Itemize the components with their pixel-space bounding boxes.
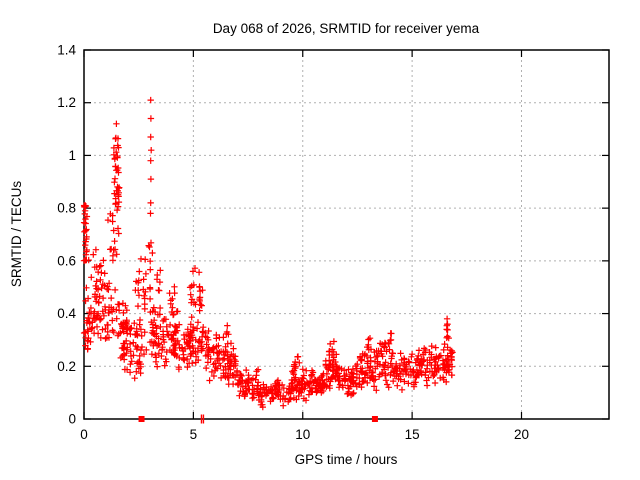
y-axis-label: SRMTID / TECUs <box>9 181 24 288</box>
y-tick-label-1.4: 1.4 <box>57 43 76 58</box>
y-tick-label-0.2: 0.2 <box>57 359 76 374</box>
y-tick-label-0.6: 0.6 <box>57 253 76 268</box>
plot-border <box>83 49 610 420</box>
scatter-plus-markers <box>80 96 456 411</box>
x-tick-label-5: 5 <box>190 427 198 442</box>
axis-square-marker <box>138 416 145 422</box>
y-tick-label-0: 0 <box>68 412 76 427</box>
x-tick-label-10: 10 <box>295 427 310 442</box>
y-tick-label-1.2: 1.2 <box>57 95 76 110</box>
x-tick-label-0: 0 <box>80 427 88 442</box>
axis-square-marker <box>371 416 378 422</box>
x-tick-label-15: 15 <box>405 427 420 442</box>
axis-event-markers <box>138 414 378 424</box>
data-points-series <box>80 96 456 411</box>
x-tick-label-20: 20 <box>514 427 529 442</box>
y-tick-label-1: 1 <box>68 148 76 163</box>
y-tick-label-0.8: 0.8 <box>57 201 76 216</box>
y-tick-label-0.4: 0.4 <box>57 306 76 321</box>
axis-ticks <box>83 49 609 420</box>
chart-title: Day 068 of 2026, SRMTID for receiver yem… <box>213 21 480 36</box>
grid-lines <box>84 50 609 419</box>
x-axis-label: GPS time / hours <box>295 452 398 467</box>
tick-labels: 0 5 10 15 20 0 0.2 0.4 0.6 0.8 1 1.2 1.4 <box>57 43 529 443</box>
